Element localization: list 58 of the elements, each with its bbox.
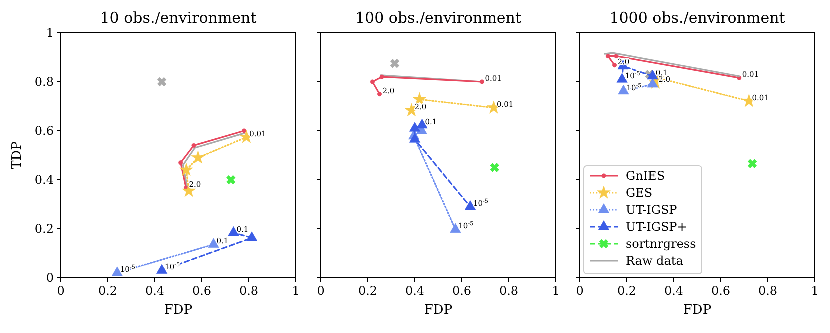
chart-title: 100 obs./environment [355,9,522,27]
point [409,133,421,143]
legend-label: UT-IGSP+ [626,220,688,234]
x-tick-label: 0.2 [358,284,378,298]
x-tick-label: 0.4 [145,284,165,298]
point [377,92,382,97]
point [178,160,184,166]
x-tick-label: 1 [292,284,300,298]
x-tick-label: 0.8 [758,284,778,298]
x-tick-label: 0.6 [192,284,212,298]
point [370,80,375,84]
x-tick-label: 0.2 [98,284,118,298]
x-tick-label: 0.4 [664,284,684,298]
point [480,80,484,84]
x-tick-label: 0.8 [239,284,259,298]
point [246,232,258,242]
y-tick-label: 0.2 [34,222,54,236]
x-tick-label: 0 [576,284,584,298]
y-tick-label: 1 [46,26,54,40]
chart-title: 10 obs./environment [100,9,257,27]
point [614,54,619,59]
point [409,122,421,132]
point [464,200,476,210]
point [612,63,618,68]
y-tick-label: 0.6 [34,124,54,138]
point [490,163,500,172]
y-axis-title: TDP [10,141,25,170]
x-tick-label: 0.6 [452,284,472,298]
point [748,159,757,168]
x-axis-title: FDP [683,303,712,318]
chart-title: 1000 obs./environment [610,9,786,27]
x-tick-label: 0.2 [617,284,637,298]
legend-label: GnIES [626,169,666,184]
legend-label: sortnrgress [626,237,696,252]
point [191,150,206,164]
x-tick-label: 0 [317,284,325,298]
legend-label: Raw data [626,254,684,268]
legend-label: UT-IGSP [626,203,678,218]
x-tick-label: 1 [552,284,560,298]
point [242,128,247,134]
y-tick-label: 0.8 [34,75,54,90]
x-tick-label: 0 [57,284,65,298]
point [380,74,384,80]
point [390,59,400,68]
point [226,176,236,184]
y-tick-label: 0 [46,271,54,286]
point [606,54,610,59]
x-tick-label: 1 [811,284,819,298]
x-tick-label: 0.6 [711,284,731,298]
point [192,143,196,148]
legend-label: GES [626,186,653,200]
x-tick-label: 0.8 [499,284,519,298]
x-axis-title: FDP [164,303,193,318]
point [158,78,167,86]
x-tick-label: 0.4 [405,284,425,298]
point [180,163,194,176]
y-tick-label: 0.4 [34,173,54,188]
x-axis-title: FDP [424,303,453,318]
